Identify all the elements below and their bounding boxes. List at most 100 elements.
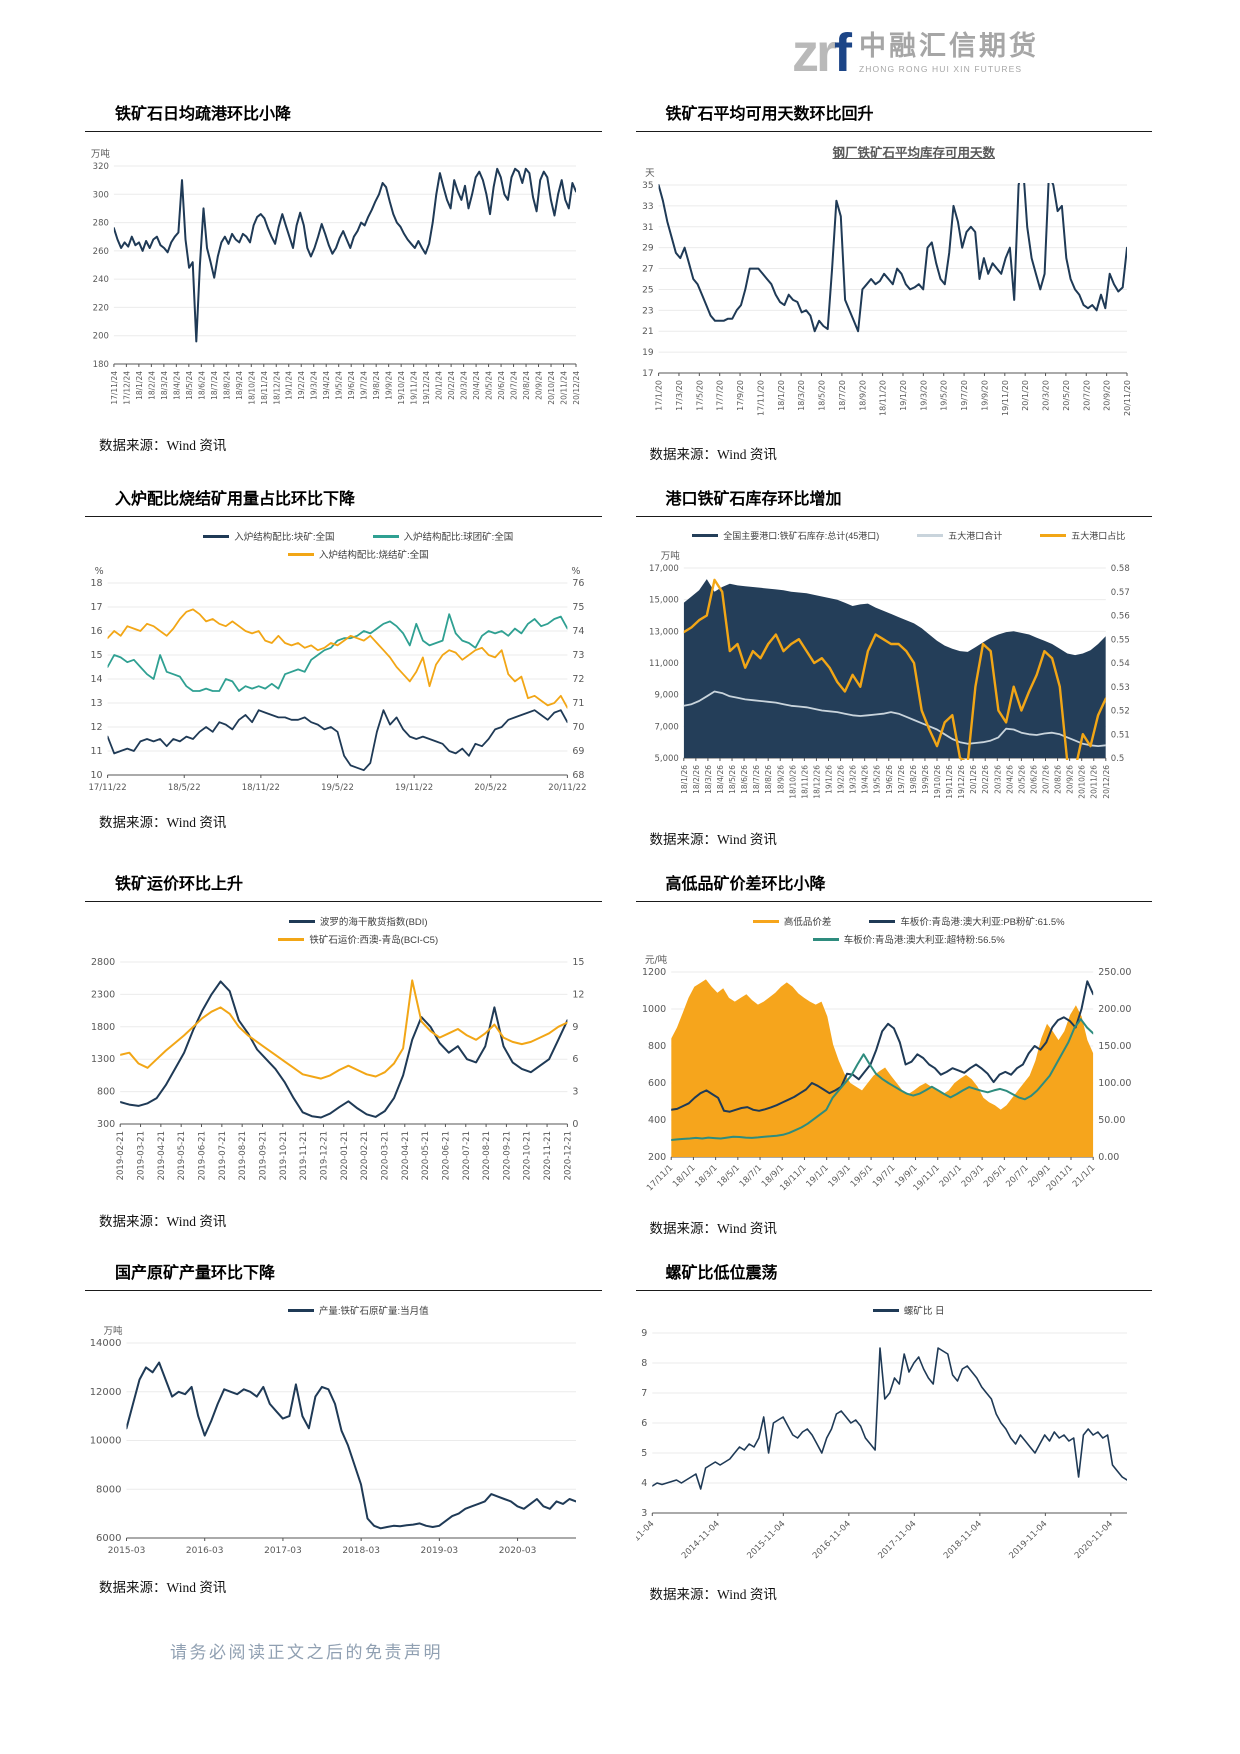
legend-label: 全国主要港口:铁矿石库存:总计(45港口)	[723, 531, 880, 541]
svg-text:20/11/22: 20/11/22	[548, 783, 586, 793]
svg-text:20/12/26: 20/12/26	[1101, 765, 1110, 799]
svg-text:10000: 10000	[90, 1436, 122, 1447]
svg-text:18/11/22: 18/11/22	[242, 783, 280, 793]
svg-text:18/5/20: 18/5/20	[817, 380, 826, 411]
chart-inner-title: 钢厂铁矿石平均库存可用天数	[832, 146, 995, 160]
svg-text:16: 16	[91, 626, 103, 637]
svg-text:19/3/26: 19/3/26	[848, 765, 857, 794]
legend-item: 五大港口占比	[1040, 529, 1125, 542]
svg-text:18/11/20: 18/11/20	[878, 380, 887, 416]
svg-text:20/12/24: 20/12/24	[572, 371, 581, 405]
svg-text:72: 72	[572, 674, 584, 685]
svg-text:18/1/26: 18/1/26	[679, 765, 688, 794]
chart-legend: 高低品价差 车板价:青岛港:澳大利亚:PB粉矿:61.5% 车板价:青岛港:澳大利亚…	[666, 914, 1153, 946]
svg-text:19/11/20: 19/11/20	[1000, 380, 1009, 416]
svg-text:18/10/24: 18/10/24	[247, 371, 256, 405]
svg-text:17/3/20: 17/3/20	[674, 380, 683, 411]
svg-text:20/4/24: 20/4/24	[472, 371, 481, 400]
svg-text:19/12/24: 19/12/24	[422, 371, 431, 405]
svg-text:800: 800	[648, 1041, 666, 1052]
svg-text:0.54: 0.54	[1110, 659, 1129, 669]
svg-text:8: 8	[641, 1358, 647, 1369]
svg-text:18/8/26: 18/8/26	[764, 765, 773, 794]
title-rule	[635, 1290, 1152, 1291]
chart-legend: 产量:铁矿石原矿量:当月值	[115, 1303, 602, 1317]
svg-text:2019-04-21: 2019-04-21	[157, 1131, 167, 1180]
svg-text:27: 27	[642, 265, 653, 275]
chart-svg: 180 200 220 240 260 280 300 320 万吨 17/11/24 17/12/…	[91, 148, 581, 405]
svg-text:1000: 1000	[642, 1004, 666, 1015]
svg-text:18/1/20: 18/1/20	[776, 380, 785, 411]
svg-text:17/5/20: 17/5/20	[695, 380, 704, 411]
legend-item: 波罗的海干散货指数(BDI)	[288, 914, 428, 928]
svg-text:20/8/26: 20/8/26	[1053, 765, 1062, 794]
svg-text:19/2/26: 19/2/26	[836, 765, 845, 794]
title-rule	[635, 131, 1152, 132]
svg-text:20/4/26: 20/4/26	[1005, 765, 1014, 794]
legend-swatch-icon	[287, 552, 314, 556]
svg-text:6: 6	[572, 1054, 578, 1065]
legend-label: 高低品价差	[783, 917, 832, 928]
svg-text:12: 12	[572, 989, 584, 1000]
svg-text:19/5/1: 19/5/1	[848, 1163, 874, 1189]
svg-text:2020-02-21: 2020-02-21	[360, 1131, 370, 1180]
svg-text:18/1/24: 18/1/24	[135, 371, 144, 400]
section-raw-ore-output: 国产原矿产量环比下降 产量:铁矿石原矿量:当月值 6000 8000 10000 120…	[85, 1259, 602, 1603]
svg-text:2015-03: 2015-03	[108, 1546, 146, 1556]
legend-label: 入炉结构配比:块矿:全国	[234, 532, 335, 543]
svg-text:2020-01-21: 2020-01-21	[340, 1131, 350, 1180]
svg-text:19/9/24: 19/9/24	[385, 371, 394, 400]
svg-text:400: 400	[648, 1115, 666, 1126]
svg-text:%: %	[571, 566, 580, 577]
svg-text:100.00: 100.00	[1098, 1078, 1131, 1089]
data-source-caption: 数据来源：Wind 资讯	[99, 1580, 227, 1595]
svg-text:2019-03: 2019-03	[421, 1546, 459, 1556]
legend-label: 波罗的海干散货指数(BDI)	[319, 917, 428, 928]
svg-text:2020-08-21: 2020-08-21	[482, 1131, 492, 1180]
svg-text:20/1/1: 20/1/1	[937, 1163, 963, 1189]
svg-text:19/1/24: 19/1/24	[285, 371, 294, 400]
svg-text:20/3/1: 20/3/1	[959, 1163, 985, 1189]
svg-text:19/7/1: 19/7/1	[871, 1163, 897, 1189]
section-available-days: 铁矿石平均可用天数环比回升 钢厂铁矿石平均库存可用天数 17 19 21 23 25 27 2…	[635, 100, 1152, 463]
svg-text:280: 280	[93, 219, 109, 229]
chart-svg: 3 4 5 6 7 8 9 2013-11-04 2014-11-04 2015-11-04 201…	[636, 1328, 1127, 1561]
legend-item: 入炉结构配比:烧结矿:全国	[287, 547, 429, 561]
legend-item: 入炉结构配比:球团矿:全国	[372, 529, 513, 543]
svg-text:5: 5	[641, 1448, 647, 1459]
company-name-cn: 中融汇信期货	[859, 30, 1039, 61]
svg-text:19/8/26: 19/8/26	[908, 765, 917, 794]
svg-text:2013-11-04: 2013-11-04	[636, 1519, 656, 1561]
svg-text:2019-11-21: 2019-11-21	[299, 1131, 309, 1180]
svg-text:19/12/26: 19/12/26	[957, 765, 966, 799]
legend-swatch-icon	[288, 919, 315, 923]
disclaimer-footer: 请务必阅读正文之后的免责声明	[170, 1643, 443, 1662]
svg-text:19/7/20: 19/7/20	[960, 380, 969, 411]
svg-text:2020-10-21: 2020-10-21	[523, 1131, 533, 1180]
svg-text:19/4/24: 19/4/24	[322, 371, 331, 400]
legend-label: 产量:铁矿石原矿量:当月值	[318, 1306, 429, 1317]
svg-text:万吨: 万吨	[91, 148, 111, 160]
svg-text:2020-03: 2020-03	[499, 1546, 537, 1556]
svg-text:9: 9	[572, 1022, 578, 1033]
legend-label: 铁矿石运价:西澳-青岛(BCI-C5)	[309, 935, 439, 946]
svg-text:19/5/26: 19/5/26	[872, 765, 881, 794]
svg-text:18/2/24: 18/2/24	[147, 371, 156, 400]
section-rebar-ore-ratio: 螺矿比低位震荡 螺矿比 日 3 4 5 6 7 8 9 2013-11-04 2014-11-04…	[635, 1259, 1152, 1603]
section-grade-spread: 高低品矿价差环比小降 高低品价差 车板价:青岛港:澳大利亚:PB粉矿:61.5% 车…	[635, 870, 1153, 1237]
svg-text:20/11/24: 20/11/24	[560, 371, 569, 405]
svg-text:200: 200	[648, 1152, 666, 1163]
svg-text:17/1/20: 17/1/20	[654, 380, 663, 411]
section-daily-port-clearance: 铁矿石日均疏港环比小降 180 200 220 240 260 280 300 320 万吨 17…	[85, 100, 602, 463]
svg-text:20/2/26: 20/2/26	[981, 765, 990, 794]
chart-legend: 波罗的海干散货指数(BDI) 铁矿石运价:西澳-青岛(BCI-C5)	[115, 914, 602, 946]
svg-text:75: 75	[572, 602, 584, 613]
svg-text:20/6/26: 20/6/26	[1029, 765, 1038, 794]
svg-text:15,000: 15,000	[649, 596, 679, 606]
svg-text:18/5/1: 18/5/1	[715, 1163, 741, 1189]
svg-text:2019-12-21: 2019-12-21	[319, 1131, 329, 1180]
legend-item: 车板价:青岛港:澳大利亚:超特粉:56.5%	[812, 932, 1005, 946]
logo-mark: zrf	[792, 26, 852, 80]
svg-text:20/10/24: 20/10/24	[547, 371, 556, 405]
section-port-inventory: 港口铁矿石库存环比增加 全国主要港口:铁矿石库存:总计(45港口) 五大港口合计 五…	[635, 485, 1152, 848]
